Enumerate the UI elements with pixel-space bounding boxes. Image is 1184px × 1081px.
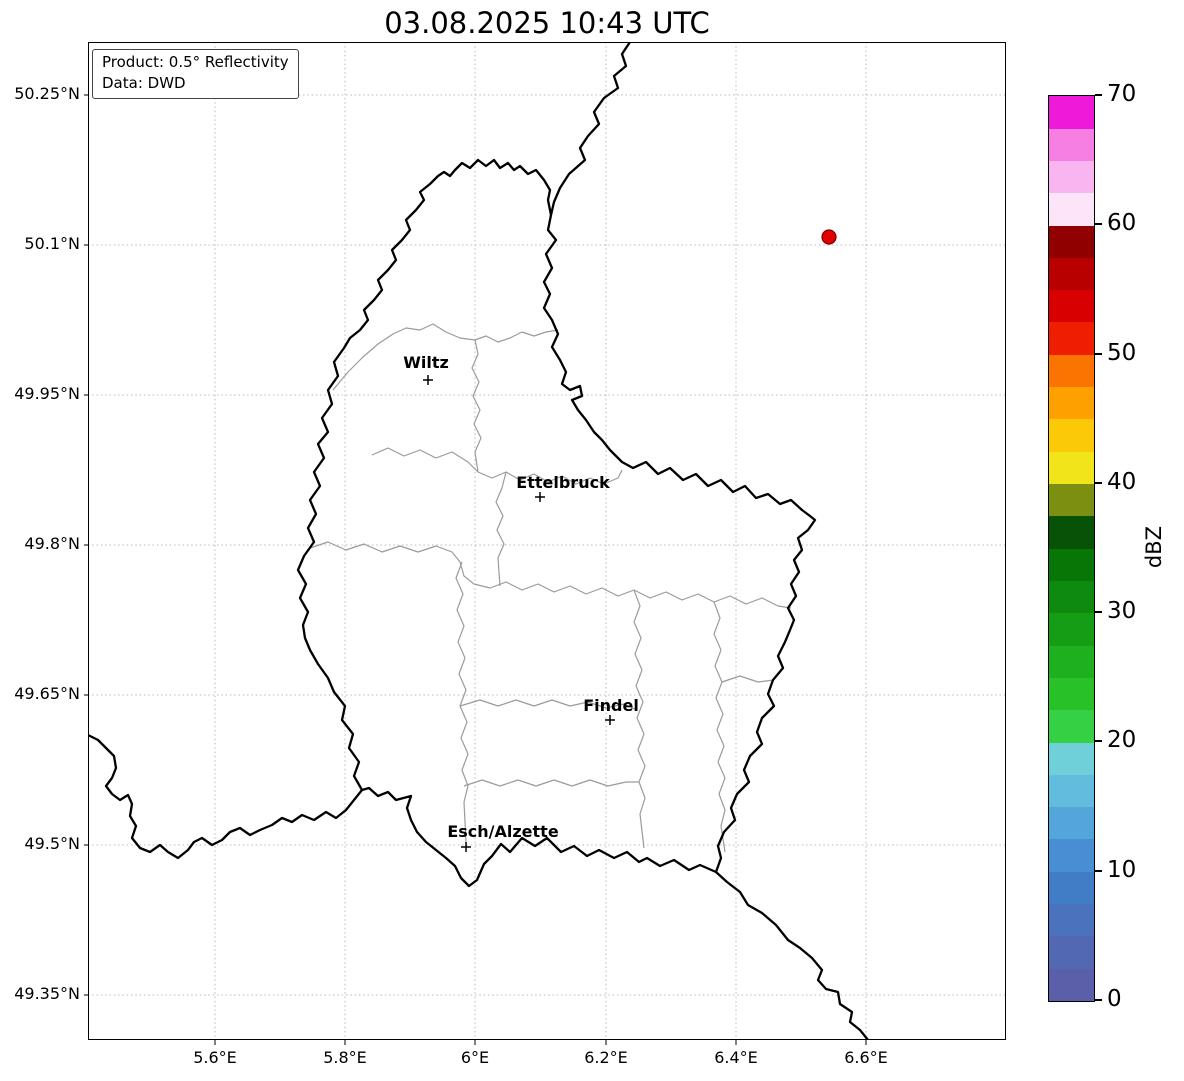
- city-label: Wiltz: [403, 353, 449, 372]
- plot-frame: [88, 42, 1006, 1040]
- colorbar-band: [1049, 128, 1094, 161]
- colorbar-band: [1049, 354, 1094, 388]
- border-france-germany: [714, 870, 870, 1040]
- colorbar-band: [1049, 290, 1094, 323]
- lat-tick-label: 50.1°N: [24, 234, 80, 253]
- colorbar-band: [1049, 710, 1094, 743]
- colorbar-band: [1049, 968, 1094, 1001]
- colorbar: [1048, 95, 1095, 1002]
- lat-tick-label: 50.25°N: [14, 84, 80, 103]
- district-border: [721, 675, 775, 683]
- colorbar-band: [1049, 225, 1094, 258]
- gridlines: [88, 42, 1006, 1040]
- radar-point-layer: [821, 229, 837, 245]
- radar-point: [821, 229, 837, 245]
- district-border: [633, 589, 646, 849]
- colorbar-tick: [1095, 94, 1102, 96]
- colorbar-tick: [1095, 352, 1102, 355]
- colorbar-tick: [1095, 869, 1102, 872]
- border-luxembourg: [296, 158, 817, 888]
- district-border: [459, 699, 638, 711]
- colorbar-band: [1049, 904, 1094, 937]
- colorbar-band: [1049, 580, 1094, 614]
- lat-tick-label: 49.8°N: [24, 534, 80, 553]
- city-label: Ettelbruck: [516, 473, 610, 492]
- colorbar-band: [1049, 774, 1094, 808]
- colorbar-tick-label: 50: [1107, 339, 1137, 366]
- colorbar-tick-label: 20: [1107, 727, 1137, 754]
- colorbar-band: [1049, 742, 1094, 775]
- lat-tick-label: 49.95°N: [14, 384, 80, 403]
- colorbar-tick-label: 70: [1107, 81, 1137, 107]
- border-france-belgium: [88, 733, 364, 860]
- district-border: [495, 471, 507, 587]
- colorbar-tick: [1095, 223, 1102, 226]
- colorbar-band: [1049, 839, 1094, 872]
- city-label: Findel: [583, 696, 639, 715]
- city-marker-icon: [535, 492, 545, 502]
- plot-title: 03.08.2025 10:43 UTC: [384, 6, 710, 40]
- lat-tick-label: 49.5°N: [24, 834, 80, 853]
- map-borders: [88, 42, 870, 1040]
- district-border: [455, 561, 469, 843]
- colorbar-tick: [1095, 611, 1102, 614]
- lat-tick-label: 49.65°N: [14, 684, 80, 703]
- colorbar-band: [1049, 484, 1094, 517]
- district-border: [332, 323, 559, 391]
- colorbar-band: [1049, 871, 1094, 905]
- lat-tick-label: 49.35°N: [14, 984, 80, 1003]
- lon-tick-label: 5.6°E: [193, 1048, 237, 1067]
- colorbar-band: [1049, 193, 1094, 226]
- city-marker-icon: [605, 715, 615, 725]
- lon-tick-label: 6°E: [460, 1048, 490, 1067]
- colorbar-tick-label: 60: [1107, 210, 1137, 237]
- colorbar-band: [1049, 387, 1094, 420]
- colorbar-tick-label: 0: [1107, 986, 1122, 1012]
- colorbar-band: [1049, 807, 1094, 840]
- info-box-product: Product: 0.5° Reflectivity: [102, 53, 289, 71]
- colorbar-band: [1049, 160, 1094, 194]
- colorbar-band: [1049, 516, 1094, 549]
- district-border: [713, 601, 726, 853]
- colorbar-tick: [1095, 999, 1102, 1001]
- colorbar-tick-label: 30: [1107, 598, 1137, 625]
- city-layer: Wiltz Ettelbruck Findel Esch/Alzette: [403, 353, 639, 852]
- colorbar-axis-label: dBZ: [1142, 525, 1166, 569]
- city-label: Esch/Alzette: [447, 822, 559, 841]
- colorbar-band: [1049, 451, 1094, 484]
- info-box-source: Data: DWD: [102, 74, 186, 92]
- colorbar-band: [1049, 419, 1094, 452]
- colorbar-tick: [1095, 740, 1102, 743]
- axis-ticks: [84, 94, 867, 1045]
- colorbar-band: [1049, 613, 1094, 646]
- lon-tick-label: 6.2°E: [584, 1048, 628, 1067]
- colorbar-tick: [1095, 481, 1102, 484]
- colorbar-band: [1049, 322, 1094, 355]
- colorbar-tick-label: 10: [1107, 856, 1137, 883]
- border-belgium-germany: [549, 42, 632, 217]
- district-border: [309, 541, 792, 609]
- lon-tick-label: 6.6°E: [844, 1048, 888, 1067]
- info-box: Product: 0.5° Reflectivity Data: DWD: [92, 49, 299, 99]
- city-marker-icon: [423, 375, 433, 385]
- colorbar-band: [1049, 548, 1094, 581]
- district-border: [471, 339, 482, 473]
- colorbar-band: [1049, 936, 1094, 969]
- city-marker-icon: [461, 842, 471, 852]
- colorbar-tick-label: 40: [1107, 468, 1137, 495]
- district-border: [463, 779, 639, 787]
- colorbar-band: [1049, 257, 1094, 291]
- lon-tick-label: 6.4°E: [714, 1048, 758, 1067]
- colorbar-band: [1049, 96, 1094, 129]
- lon-tick-label: 5.8°E: [323, 1048, 367, 1067]
- colorbar-band: [1049, 677, 1094, 711]
- colorbar-band: [1049, 645, 1094, 678]
